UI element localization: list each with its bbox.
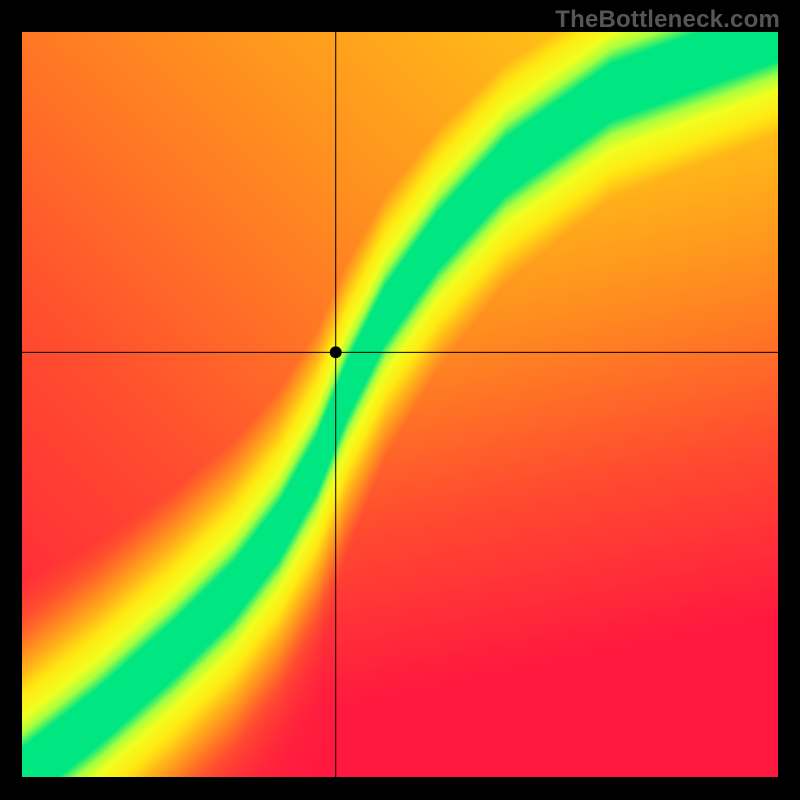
heatmap-canvas (0, 0, 800, 800)
chart-container: TheBottleneck.com (0, 0, 800, 800)
watermark-label: TheBottleneck.com (555, 6, 780, 34)
